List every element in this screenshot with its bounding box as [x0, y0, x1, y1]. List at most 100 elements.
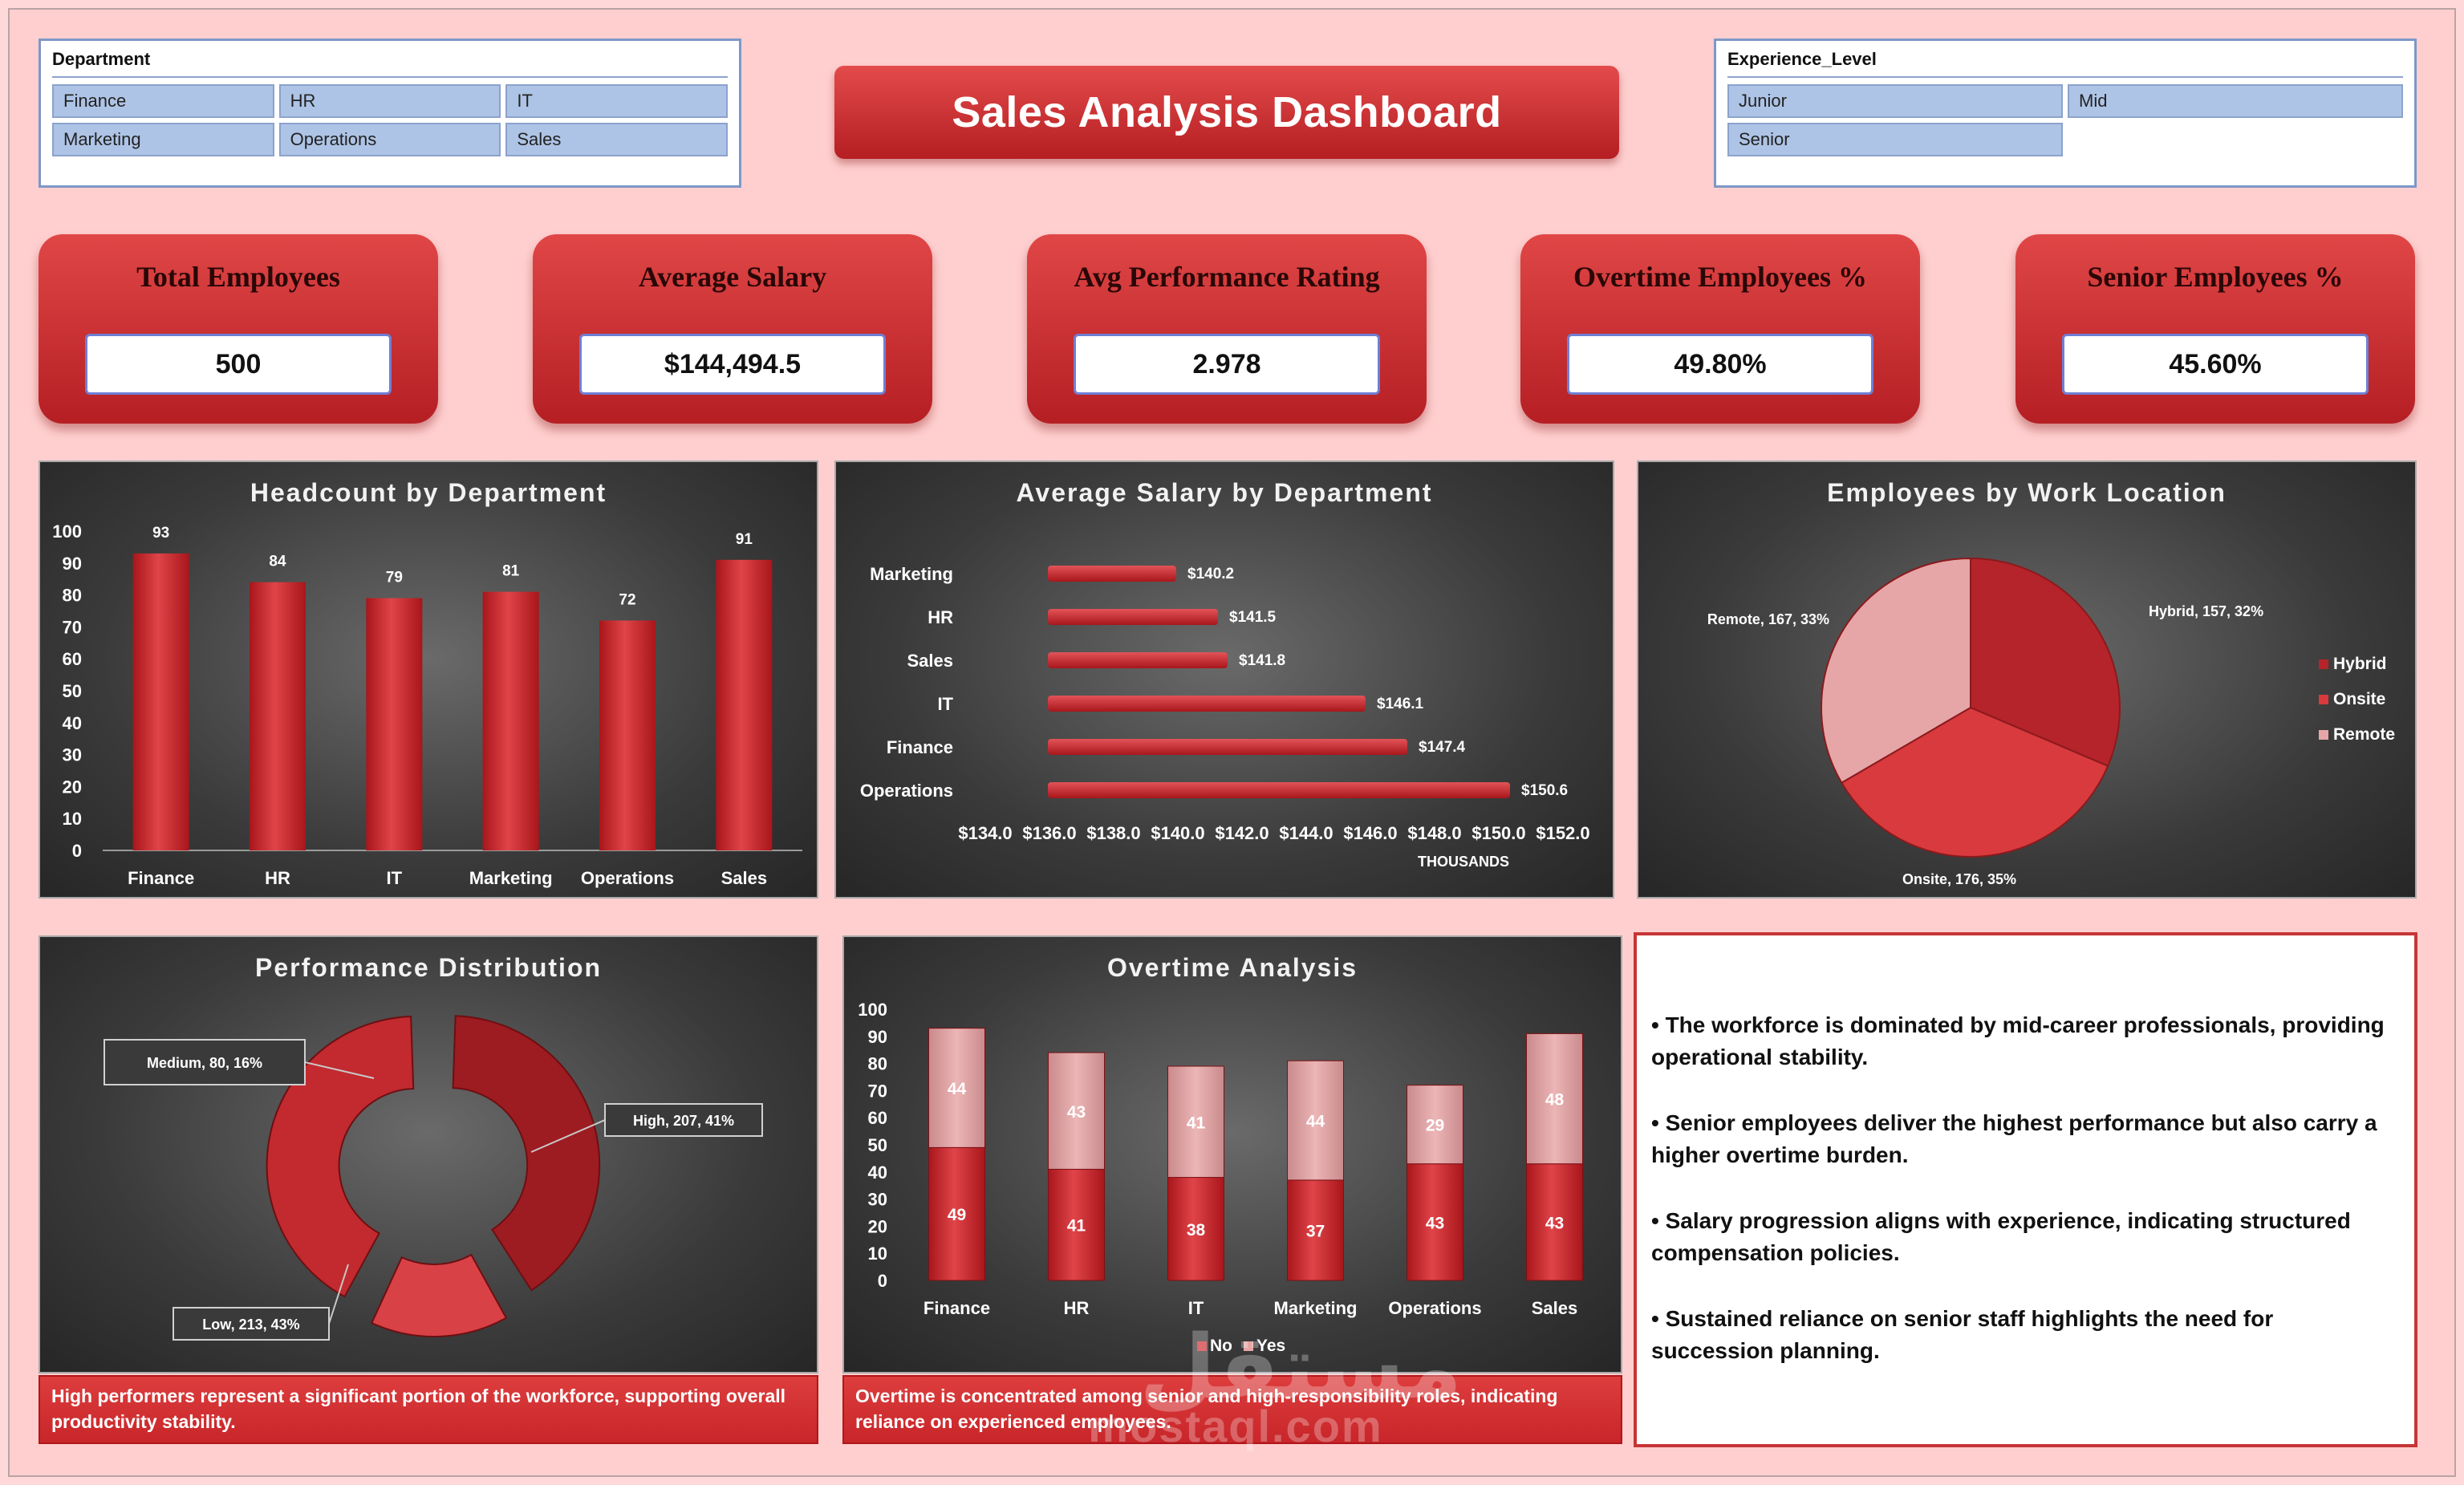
- slicer-item-mid[interactable]: Mid: [2068, 84, 2403, 118]
- slicer-item-hr[interactable]: HR: [278, 84, 501, 118]
- performance-chart: High, 207, 41% Medium, 80, 16% Low, 213, 4…: [104, 1015, 763, 1341]
- legend-swatch: [1244, 1341, 1253, 1351]
- leader-line: [304, 1061, 375, 1079]
- data-label: 38: [1187, 1221, 1206, 1240]
- data-label: 93: [152, 525, 169, 542]
- chart-title: Performance Distribution: [254, 953, 603, 982]
- data-label: 48: [1545, 1091, 1565, 1110]
- legend-label: Yes: [1256, 1337, 1285, 1355]
- y-tick-label: HR: [928, 607, 953, 627]
- data-label: 41: [1187, 1114, 1206, 1132]
- x-tick-label: HR: [265, 868, 290, 888]
- y-tick-label: 40: [63, 713, 82, 733]
- y-tick-label: 70: [868, 1081, 887, 1101]
- legend-label: Hybrid: [2333, 655, 2387, 673]
- x-tick-label: $152.0: [1536, 823, 1589, 843]
- insight-item: • The workforce is dominated by mid-care…: [1651, 1012, 2385, 1069]
- x-tick-label: $150.0: [1471, 823, 1525, 843]
- data-label: Medium, 80, 16%: [147, 1055, 262, 1071]
- x-tick-label: Operations: [1388, 1298, 1481, 1318]
- kpi-average-salary: Average Salary $144,494.5: [533, 234, 932, 424]
- slicer-item-it[interactable]: IT: [505, 84, 728, 118]
- x-tick-label: $134.0: [958, 823, 1012, 843]
- bar-segment: [928, 1028, 985, 1148]
- insight-item: • Senior employees deliver the highest p…: [1651, 1110, 2377, 1167]
- chart-title: Headcount by Department: [250, 478, 607, 507]
- y-tick-label: 10: [868, 1244, 887, 1264]
- x-tick-label: $138.0: [1086, 823, 1140, 843]
- overtime-chart: 0 10 20 30 40 50 60 70 80 90 100 49 44 Finance 41 43 HR 3…: [858, 1000, 1583, 1355]
- y-tick-label: 80: [63, 586, 82, 606]
- x-tick-label: $144.0: [1279, 823, 1333, 843]
- bar-segment: [1167, 1177, 1224, 1281]
- y-tick-label: Finance: [887, 737, 953, 757]
- pie-slice: [1821, 557, 1971, 785]
- doughnut-segment: [266, 1016, 415, 1298]
- y-tick-label: 80: [868, 1054, 887, 1074]
- chart-title: Average Salary by Department: [1016, 478, 1433, 507]
- bar: [1048, 739, 1407, 755]
- y-tick-label: 40: [868, 1162, 887, 1183]
- legend-swatch: [2319, 730, 2328, 740]
- department-slicer: Department Finance HR IT Marketing Opera…: [39, 39, 741, 188]
- y-tick-label: 100: [858, 1000, 887, 1020]
- overtime-chart-panel: Overtime Analysis 0 10 20 30 40 50 60 70 80 90 100…: [842, 935, 1622, 1373]
- experience-slicer-title: Experience_Level: [1727, 49, 2403, 78]
- insight-item: • Salary progression aligns with experie…: [1651, 1208, 2351, 1265]
- data-label: High, 207, 41%: [633, 1113, 734, 1129]
- data-label: Remote, 167, 33%: [1707, 611, 1829, 627]
- bar-segment: [1407, 1085, 1463, 1165]
- x-tick-label: Sales: [721, 868, 768, 888]
- slicer-item-sales[interactable]: Sales: [505, 123, 728, 156]
- legend-swatch: [2319, 659, 2328, 669]
- data-label-box: [604, 1103, 763, 1137]
- x-tick-label: $146.0: [1343, 823, 1397, 843]
- slicer-item-junior[interactable]: Junior: [1727, 84, 2063, 118]
- data-label: 72: [619, 591, 635, 608]
- bar-segment: [1526, 1163, 1583, 1281]
- slicer-item-marketing[interactable]: Marketing: [52, 123, 274, 156]
- legend-swatch: [2319, 695, 2328, 704]
- kpi-label: Senior Employees %: [2087, 261, 2344, 293]
- x-tick-label: Marketing: [1274, 1298, 1358, 1318]
- slicer-item-senior[interactable]: Senior: [1727, 123, 2063, 156]
- legend-label: No: [1210, 1337, 1232, 1355]
- bar-segment: [1287, 1060, 1344, 1181]
- bar: [250, 582, 306, 850]
- y-tick-label: 50: [868, 1135, 887, 1155]
- data-label: Onsite, 176, 35%: [1902, 871, 2016, 887]
- headcount-chart-panel: Headcount by Department 0 10 20 30 40 50 60 70 8…: [39, 461, 818, 899]
- bar: [366, 598, 423, 850]
- x-tick-label: HR: [1064, 1298, 1090, 1318]
- location-chart: Hybrid, 157, 32% Onsite, 176, 35% Remote, …: [1707, 557, 2395, 887]
- insights-panel: • The workforce is dominated by mid-care…: [1634, 932, 2417, 1447]
- insight-item: • Sustained reliance on senior staff hig…: [1651, 1306, 2274, 1363]
- bar: [1048, 609, 1218, 625]
- bar: [1048, 782, 1510, 798]
- bar: [716, 559, 773, 850]
- y-tick-label: 20: [63, 777, 82, 797]
- y-tick-label: 70: [63, 617, 82, 637]
- data-label: $141.5: [1229, 609, 1277, 626]
- y-tick-label: IT: [937, 694, 953, 714]
- bar-segment: [1048, 1052, 1105, 1170]
- data-label: 81: [502, 563, 520, 580]
- kpi-value: 49.80%: [1567, 334, 1873, 395]
- slicer-item-operations[interactable]: Operations: [278, 123, 501, 156]
- department-slicer-title: Department: [52, 49, 728, 78]
- leader-line: [530, 1119, 606, 1153]
- data-label: 29: [1426, 1117, 1444, 1135]
- slicer-item-finance[interactable]: Finance: [52, 84, 274, 118]
- y-tick-label: 60: [868, 1108, 887, 1128]
- x-tick-label: IT: [387, 868, 403, 888]
- chart-title: Overtime Analysis: [1106, 953, 1358, 982]
- kpi-value: 500: [85, 334, 392, 395]
- kpi-value: 45.60%: [2062, 334, 2369, 395]
- x-tick-label: Operations: [581, 868, 674, 888]
- legend-label: Remote: [2333, 725, 2395, 744]
- y-tick-label: Sales: [907, 651, 954, 671]
- kpi-total-employees: Total Employees 500: [39, 234, 438, 424]
- y-tick-label: 50: [63, 681, 82, 701]
- x-axis-label: THOUSANDS: [1418, 854, 1509, 870]
- salary-chart: Marketing $140.2 HR $141.5 Sales $141.8 IT $146…: [860, 564, 1590, 870]
